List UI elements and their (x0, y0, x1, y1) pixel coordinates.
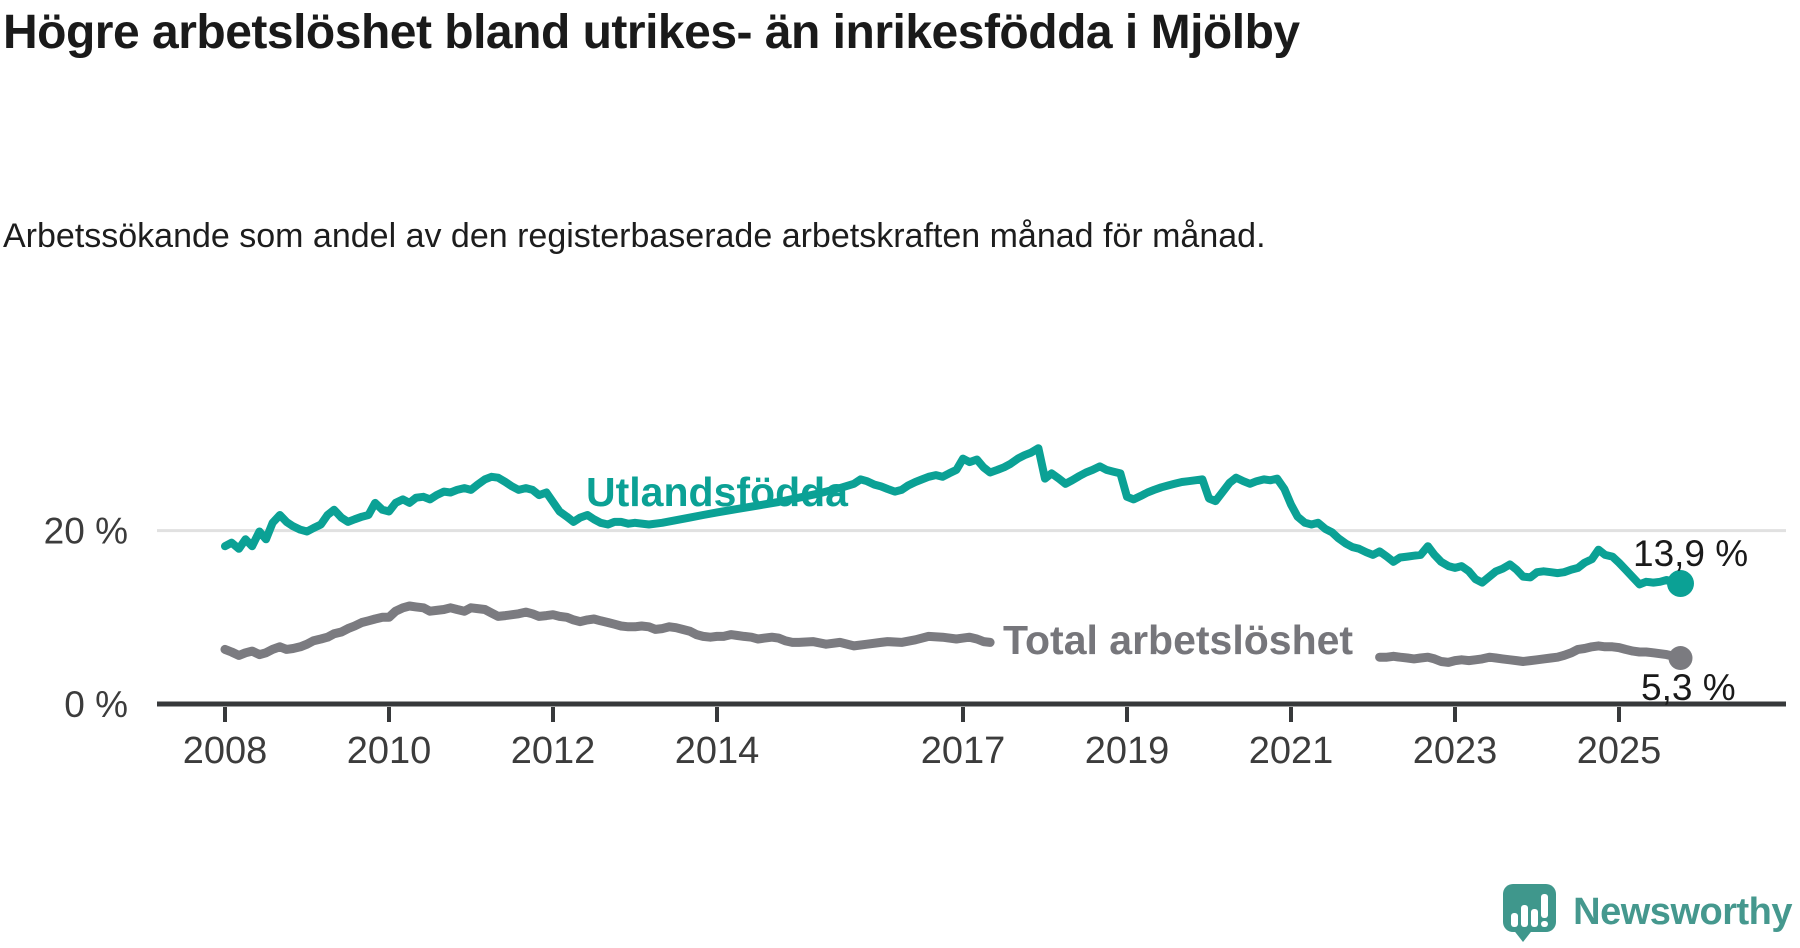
x-tick-label-2014: 2014 (675, 730, 760, 772)
series-end-dot-utlandsfodda (1667, 569, 1694, 597)
x-tick-label-2017: 2017 (921, 730, 1006, 772)
x-tick-label-2023: 2023 (1413, 730, 1498, 772)
newsworthy-logo: Newsworthy (1503, 882, 1792, 942)
x-tick-label-2021: 2021 (1249, 730, 1334, 772)
newsworthy-logo-text: Newsworthy (1573, 890, 1792, 933)
y-tick-label-20: 20 % (44, 511, 128, 552)
chart-subtitle: Arbetssökande som andel av den registerb… (3, 217, 1266, 255)
series-label-utlandsfodda: Utlandsfödda (586, 469, 849, 515)
series-line-total-seg0 (220, 601, 995, 660)
x-tick-label-2010: 2010 (347, 730, 432, 772)
x-tick-label-2012: 2012 (511, 730, 596, 772)
series-line-utlandsfodda-seg0 (221, 444, 1685, 589)
y-tick-label-0: 0 % (64, 684, 128, 725)
exclamation-icon (1541, 891, 1549, 927)
series-label-total: Total arbetslöshet (1003, 617, 1353, 663)
chart-title: Högre arbetslöshet bland utrikes- än inr… (3, 6, 1300, 59)
x-tick-label-2019: 2019 (1085, 730, 1170, 772)
end-value-label-utlandsfodda: 13,9 % (1633, 533, 1748, 574)
x-tick-label-2025: 2025 (1577, 730, 1662, 772)
end-value-label-total: 5,3 % (1641, 667, 1736, 708)
newsworthy-logo-icon (1503, 882, 1557, 942)
series-line-total-seg1 (1375, 641, 1685, 667)
x-tick-label-2008: 2008 (183, 730, 268, 772)
bar-chart-icon (1511, 891, 1550, 927)
series-end-dot-total (1668, 646, 1693, 671)
